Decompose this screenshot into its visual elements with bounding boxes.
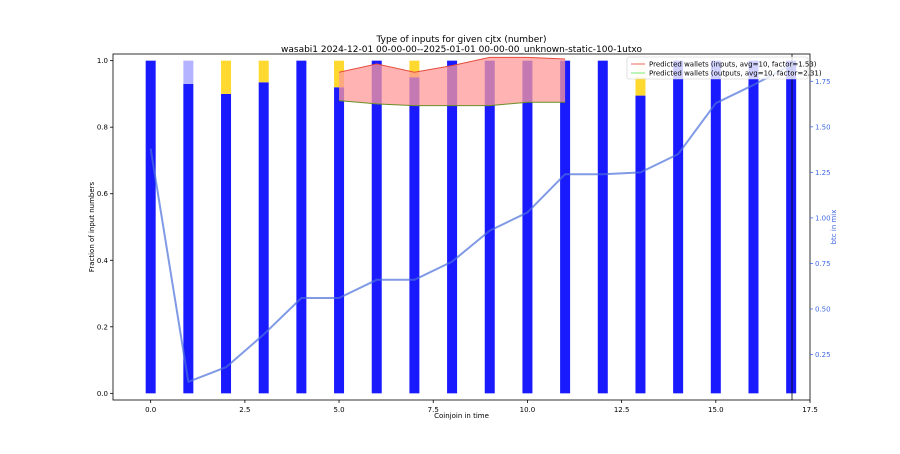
bar-8-s0 <box>447 60 458 394</box>
x-tick-label-5: 12.5 <box>614 406 630 414</box>
bar-9-s0 <box>484 60 495 394</box>
y2-axis-title: btc in mix <box>830 210 838 245</box>
bar-2-s2 <box>221 60 232 94</box>
y-tick-label-3: 0.6 <box>97 190 109 198</box>
bar-6-s0 <box>371 60 382 394</box>
predicted-inputs-line <box>338 56 566 73</box>
bar-4-s0 <box>296 60 307 394</box>
bar-12-s0 <box>597 60 608 394</box>
bar-14-s0 <box>673 60 684 394</box>
y2-tick-label-1: 0.50 <box>815 305 831 313</box>
predicted-outputs-line <box>339 100 566 107</box>
y2-tick-label-2: 0.75 <box>815 260 831 268</box>
bar-1-s0 <box>183 83 194 394</box>
legend-label-1: Predicted wallets (outputs, avg=10, fact… <box>649 70 822 78</box>
y-tick-label-5: 1.0 <box>97 57 108 65</box>
x-tick-label-2: 5.0 <box>333 406 344 414</box>
x-tick-label-0: 0.0 <box>145 406 156 414</box>
bar-3-s0 <box>258 82 269 394</box>
x-tick-label-6: 15.0 <box>708 406 724 414</box>
legend-box <box>626 56 809 80</box>
y2-tick-label-0: 0.25 <box>815 351 831 359</box>
bar-13-s0 <box>635 95 646 394</box>
y2-tick-label-3: 1.00 <box>815 214 831 222</box>
legend-label-0: Predicted wallets (inputs, avg=10, facto… <box>649 61 817 69</box>
y-tick-label-2: 0.4 <box>97 257 109 265</box>
bar-17-s0 <box>786 60 797 394</box>
chart-title: Type of inputs for given cjtx (number) <box>376 35 547 45</box>
bar-0-s0 <box>145 60 156 394</box>
bar-11-s0 <box>560 60 571 394</box>
x-axis-title: Coinjoin in time <box>434 412 489 420</box>
x-tick-label-4: 10.0 <box>520 406 536 414</box>
predicted-band <box>339 57 566 106</box>
x-tick-label-3: 7.5 <box>428 406 439 414</box>
bar-16-s0 <box>748 60 759 394</box>
bar-2-s0 <box>221 93 232 394</box>
y2-tick-label-4: 1.25 <box>815 169 831 177</box>
bar-5-s0 <box>334 87 345 394</box>
y-tick-label-4: 0.8 <box>97 124 108 132</box>
y-tick-label-1: 0.2 <box>97 323 108 331</box>
y-axis-title: Fraction of input numbers <box>88 181 96 272</box>
plot-frame <box>112 53 811 401</box>
y-tick-label-0: 0.0 <box>97 390 108 398</box>
x-tick-label-7: 17.5 <box>802 406 818 414</box>
bar-3-s2 <box>258 60 269 83</box>
x-tick-label-1: 2.5 <box>239 406 250 414</box>
y2-tick-label-5: 1.50 <box>815 123 831 131</box>
bar-13-s2 <box>635 77 646 96</box>
y2-tick-label-6: 1.75 <box>815 78 831 86</box>
bar-10-s0 <box>522 60 533 394</box>
chart-subtitle: wasabi1 2024-12-01 00-00-00--2025-01-01 … <box>281 45 642 55</box>
bar-7-s2 <box>409 60 420 78</box>
bar-7-s0 <box>409 77 420 394</box>
btc-in-mix-line <box>149 64 792 383</box>
bar-15-s0 <box>710 60 721 394</box>
bar-1-s1 <box>183 60 194 84</box>
